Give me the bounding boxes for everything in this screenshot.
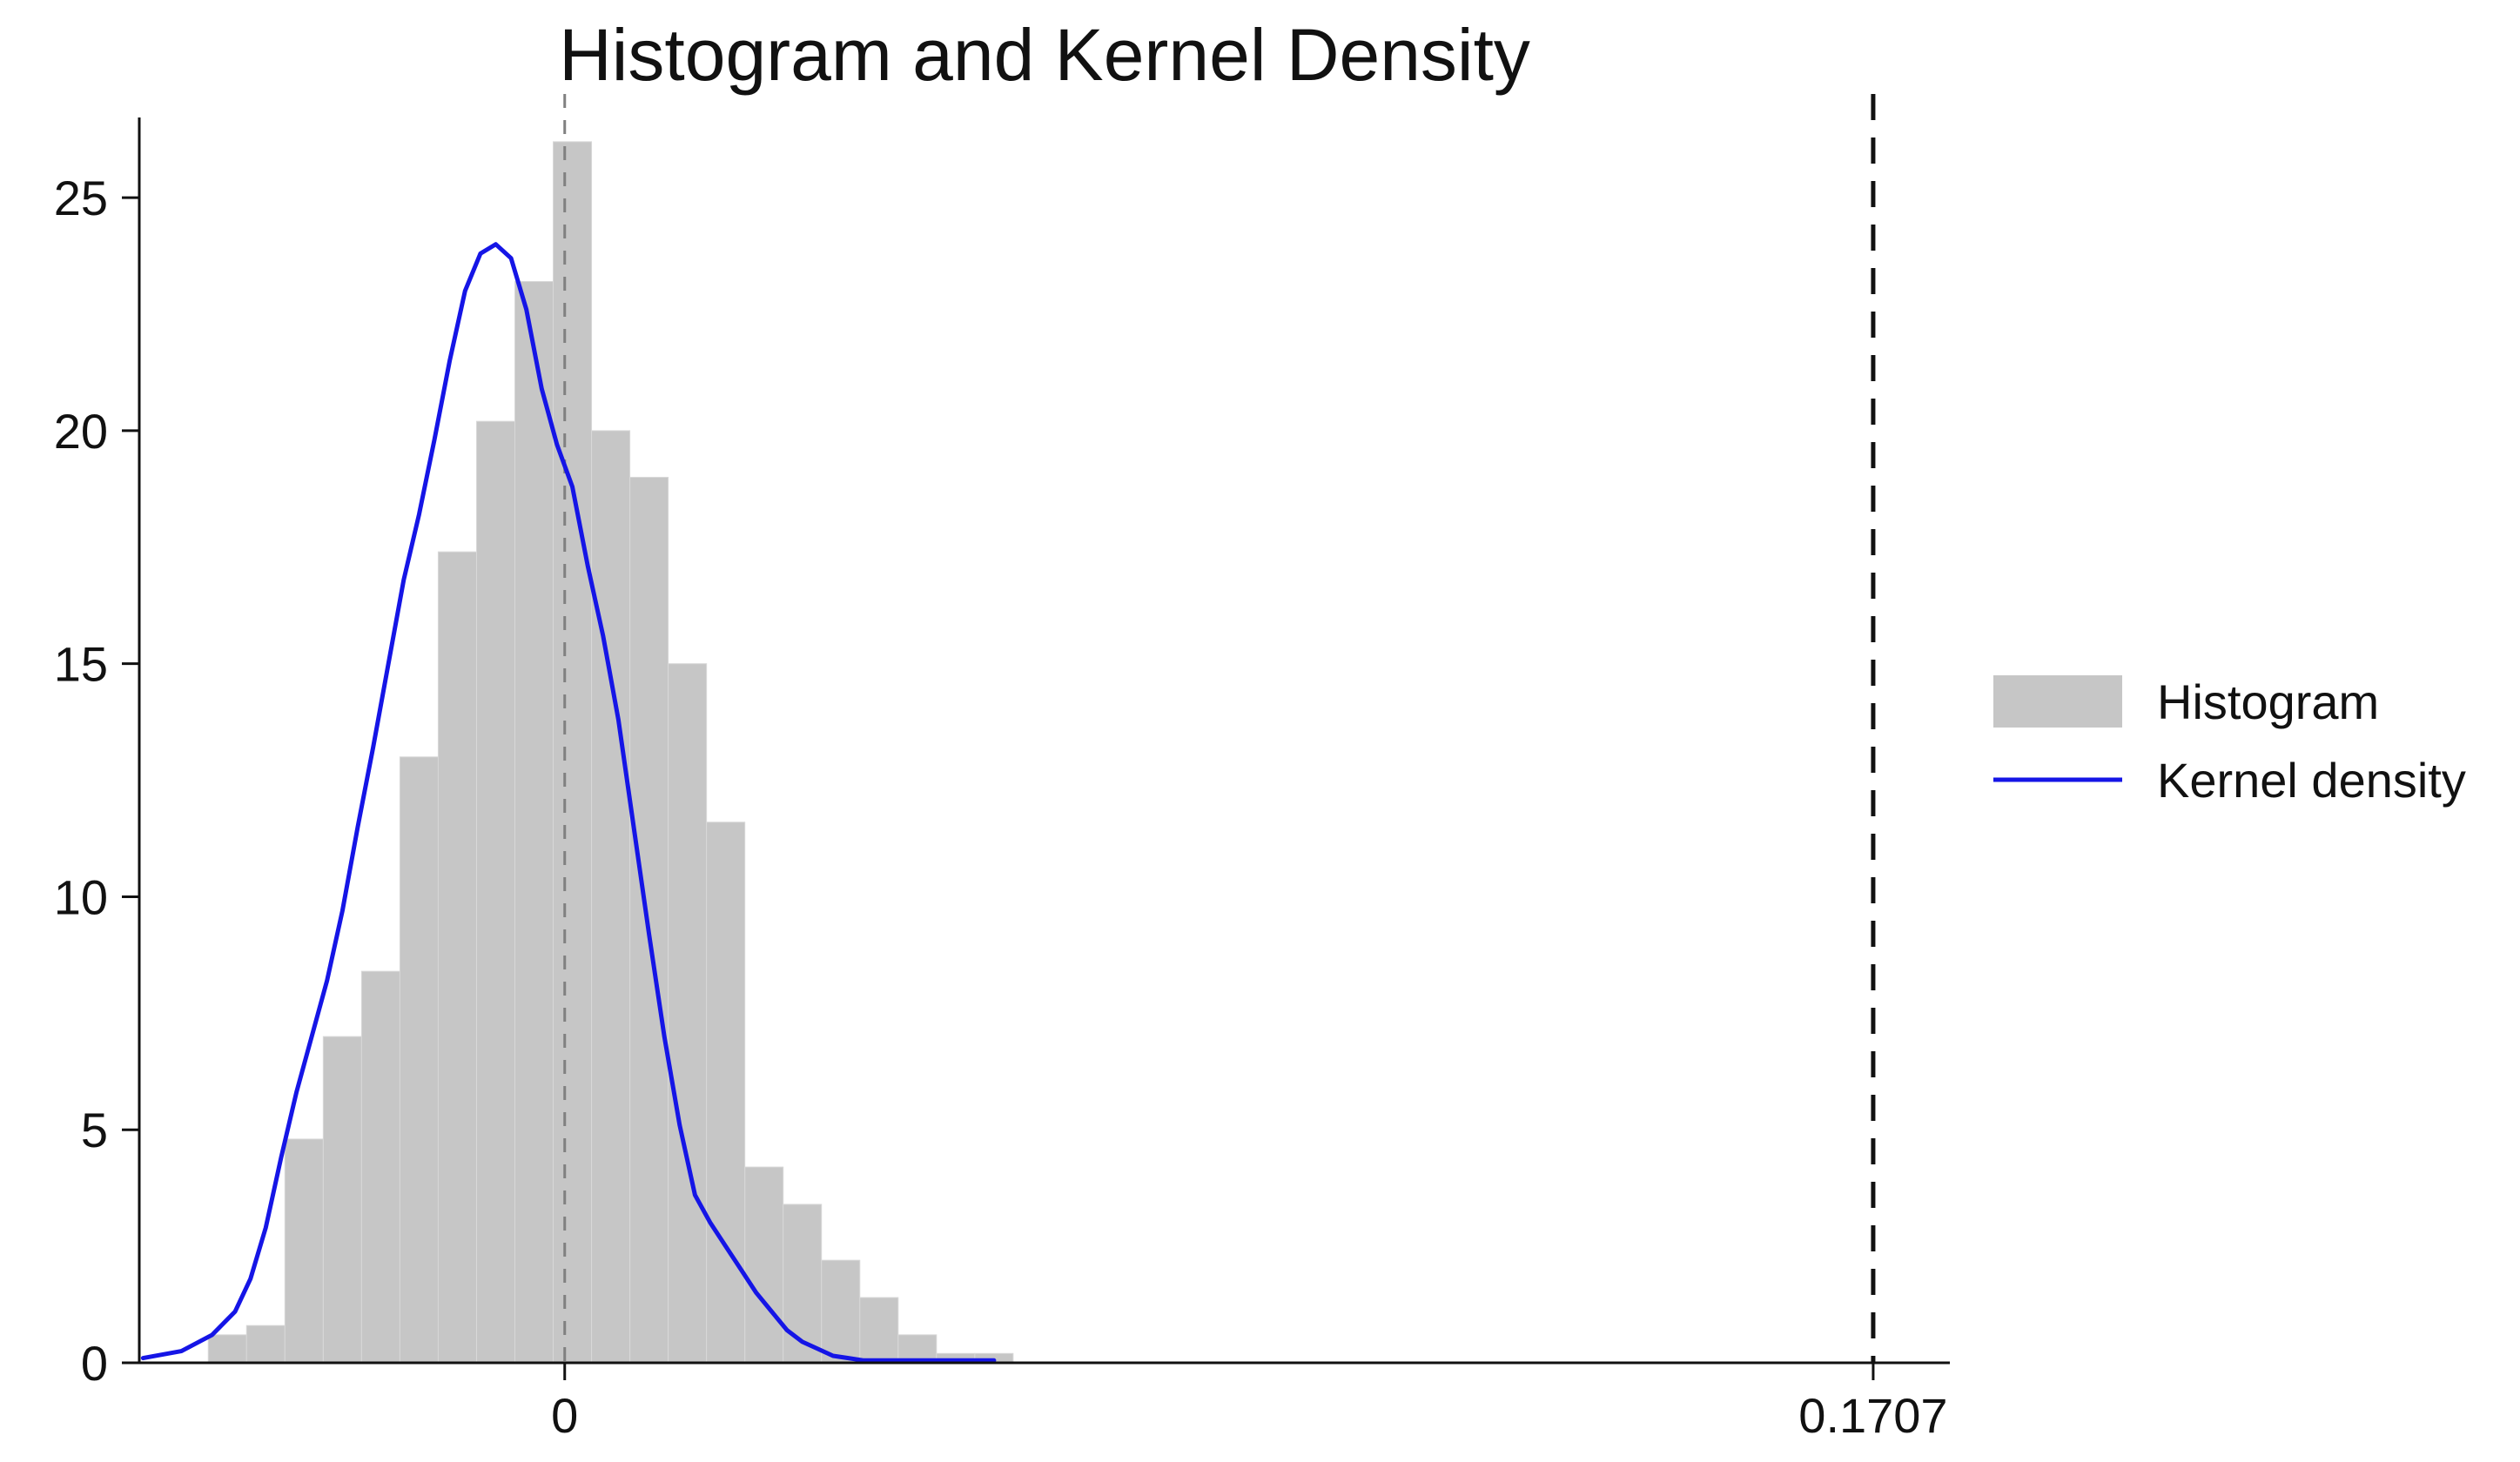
y-tick-label: 5 <box>81 1103 108 1157</box>
y-tick-label: 15 <box>54 637 108 692</box>
histogram-bar <box>859 1297 899 1364</box>
y-tick-label: 10 <box>54 869 108 924</box>
histogram-bar <box>437 551 477 1364</box>
histogram-bars <box>207 141 1014 1364</box>
axes: 0 5 10 15 20 25 0 0.1707 <box>54 117 1950 1443</box>
histogram-bar <box>475 420 515 1364</box>
y-tick-label: 20 <box>54 404 108 459</box>
histogram-bar <box>245 1325 286 1364</box>
legend: Histogram Kernel density <box>1993 674 2466 808</box>
y-tick-label: 25 <box>54 171 108 225</box>
reference-lines <box>563 94 1876 1363</box>
kernel-density-layer <box>140 242 997 1363</box>
histogram-bar <box>553 141 593 1364</box>
x-tick-label: 0.1707 <box>1798 1388 1947 1443</box>
histogram-bar <box>706 822 746 1364</box>
legend-label-kernel-density: Kernel density <box>2157 753 2466 808</box>
histogram-bar <box>744 1166 784 1364</box>
histogram-bar <box>783 1204 823 1364</box>
histogram-bar <box>322 1036 362 1364</box>
histogram-bar <box>284 1138 324 1364</box>
histogram-bar <box>897 1334 937 1364</box>
histogram-bar <box>360 970 400 1364</box>
histogram-bar <box>399 756 439 1364</box>
histogram-bar <box>821 1259 861 1364</box>
kernel-density-line <box>140 242 997 1363</box>
histogram-bar <box>514 281 554 1364</box>
histogram-bar <box>591 430 631 1364</box>
chart-title: Histogram and Kernel Density <box>559 14 1530 96</box>
x-tick-label: 0 <box>551 1388 578 1443</box>
histogram-bar <box>207 1334 247 1364</box>
legend-label-histogram: Histogram <box>2157 674 2379 729</box>
histogram-bar <box>668 663 708 1364</box>
y-tick-label: 0 <box>81 1336 108 1391</box>
legend-swatch-histogram <box>1993 675 2122 728</box>
